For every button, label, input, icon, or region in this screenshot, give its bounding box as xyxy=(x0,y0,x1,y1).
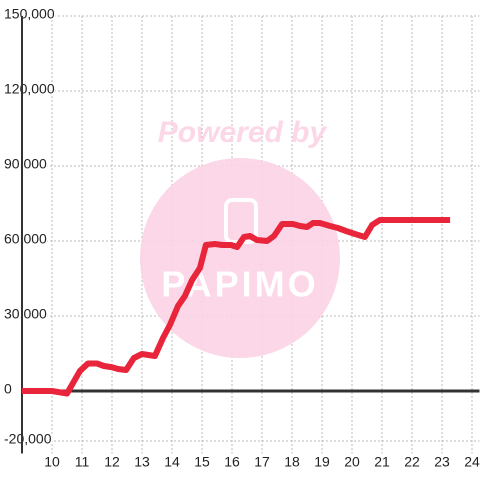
y-tick-label: 30,000 xyxy=(4,306,47,322)
x-tick-label: 19 xyxy=(314,454,330,470)
x-tick-label: 17 xyxy=(254,454,270,470)
x-tick-label: 10 xyxy=(44,454,60,470)
x-tick-label: 12 xyxy=(104,454,120,470)
x-tick-label: 18 xyxy=(284,454,300,470)
y-tick-label: 60,000 xyxy=(4,231,47,247)
y-tick-label: -20,000 xyxy=(4,431,52,447)
watermark-circle xyxy=(140,158,340,358)
watermark-text: Powered by xyxy=(158,116,328,149)
x-tick-label: 13 xyxy=(134,454,150,470)
x-tick-label: 16 xyxy=(224,454,240,470)
data-line xyxy=(22,217,451,397)
x-tick-label: 20 xyxy=(344,454,360,470)
y-tick-label: 120,000 xyxy=(4,81,55,97)
x-tick-label: 23 xyxy=(434,454,450,470)
x-tick-label: 22 xyxy=(404,454,420,470)
x-tick-label: 11 xyxy=(75,454,90,470)
x-tick-label: 15 xyxy=(194,454,210,470)
y-tick-label: 90,000 xyxy=(4,156,47,172)
x-tick-label: 14 xyxy=(164,454,180,470)
y-tick-label: 150,000 xyxy=(4,6,55,22)
y-tick-label: 0 xyxy=(4,381,12,397)
x-tick-label: 21 xyxy=(374,454,390,470)
x-tick-label: 24 xyxy=(464,454,480,470)
